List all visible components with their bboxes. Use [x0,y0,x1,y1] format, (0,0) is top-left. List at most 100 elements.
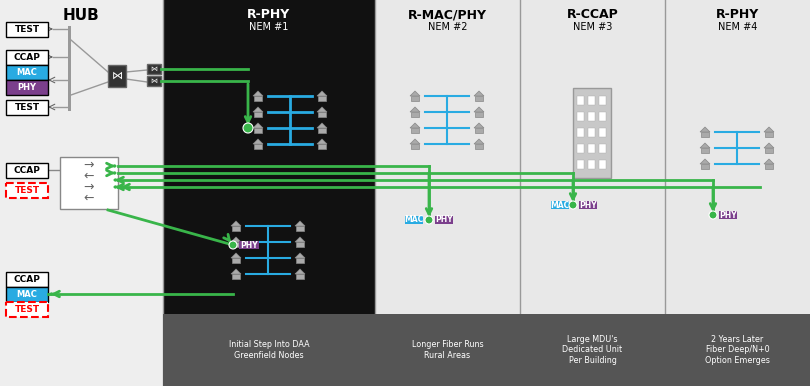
Text: R-PHY: R-PHY [247,8,291,21]
Bar [765,148,773,153]
Polygon shape [231,269,241,274]
Bar [599,144,606,153]
Text: NEM #1: NEM #1 [249,22,288,32]
Bar [375,0,520,386]
Bar [6,183,48,198]
Text: R-MAC/PHY: R-MAC/PHY [408,8,487,21]
Bar [577,160,584,169]
Polygon shape [317,91,327,96]
Polygon shape [295,221,305,226]
Bar [411,128,419,133]
Polygon shape [764,159,774,164]
Bar [701,132,709,137]
Polygon shape [410,107,420,112]
Bar [163,314,375,386]
Text: R-CCAP: R-CCAP [567,8,618,21]
Polygon shape [231,253,241,258]
Bar [551,201,569,209]
Text: MAC: MAC [16,290,37,299]
Circle shape [569,201,577,209]
Bar [520,0,665,386]
Bar [296,226,304,231]
Bar [0,0,163,386]
Bar [6,50,48,65]
Bar [68,26,71,111]
Text: PHY: PHY [579,200,597,210]
Bar [520,314,665,386]
Text: MAC: MAC [16,68,37,77]
Bar [318,96,326,101]
Text: ⋈: ⋈ [151,78,157,84]
Polygon shape [317,123,327,128]
Text: PHY: PHY [719,210,737,220]
Circle shape [243,123,253,133]
Bar [665,0,810,386]
Polygon shape [295,237,305,242]
Bar [588,160,595,169]
Bar [254,144,262,149]
Bar [588,96,595,105]
Polygon shape [474,107,484,112]
Polygon shape [474,123,484,128]
Bar [232,242,240,247]
Polygon shape [410,139,420,144]
Text: ⋈: ⋈ [151,66,157,72]
Bar [435,216,453,224]
Bar [701,148,709,153]
Bar [318,144,326,149]
Bar [147,64,161,74]
Text: →: → [83,159,94,171]
Bar [588,128,595,137]
Bar [163,314,375,386]
Text: Longer Fiber Runs
Rural Areas: Longer Fiber Runs Rural Areas [411,340,484,360]
Text: NEM #4: NEM #4 [718,22,757,32]
Bar [6,100,48,115]
Bar [701,164,709,169]
Bar [599,96,606,105]
Polygon shape [317,107,327,112]
Text: NEM #2: NEM #2 [428,22,467,32]
Bar [60,157,118,209]
Bar [296,258,304,263]
Text: TEST: TEST [15,305,40,314]
Polygon shape [410,123,420,128]
Bar [108,65,126,87]
Polygon shape [700,143,710,148]
Bar [254,96,262,101]
Bar [239,241,259,249]
Text: CCAP: CCAP [14,166,40,175]
Polygon shape [231,221,241,226]
Bar [475,128,483,133]
Bar [254,112,262,117]
Bar [577,144,584,153]
Text: CCAP: CCAP [14,53,40,62]
Polygon shape [295,269,305,274]
Bar [232,258,240,263]
Polygon shape [317,139,327,144]
Bar [6,65,48,80]
Bar [411,144,419,149]
Text: HUB: HUB [63,8,100,23]
Bar [318,112,326,117]
Bar [475,112,483,117]
Bar [232,274,240,279]
Bar [577,112,584,121]
Bar [405,216,423,224]
Polygon shape [474,91,484,96]
Bar [6,302,48,317]
Text: TEST: TEST [15,103,40,112]
Bar [588,112,595,121]
Polygon shape [764,143,774,148]
Bar [719,211,737,219]
Text: MAC: MAC [550,200,569,210]
Text: Large MDU's
Dedicated Unit
Per Building: Large MDU's Dedicated Unit Per Building [562,335,623,365]
Polygon shape [700,159,710,164]
Polygon shape [253,107,263,112]
Text: →: → [83,181,94,193]
Bar [296,242,304,247]
Polygon shape [410,91,420,96]
Bar [375,314,520,386]
Bar [6,272,48,287]
Text: 2 Years Later
Fiber Deep/N+0
Option Emerges: 2 Years Later Fiber Deep/N+0 Option Emer… [705,335,770,365]
Bar [296,274,304,279]
